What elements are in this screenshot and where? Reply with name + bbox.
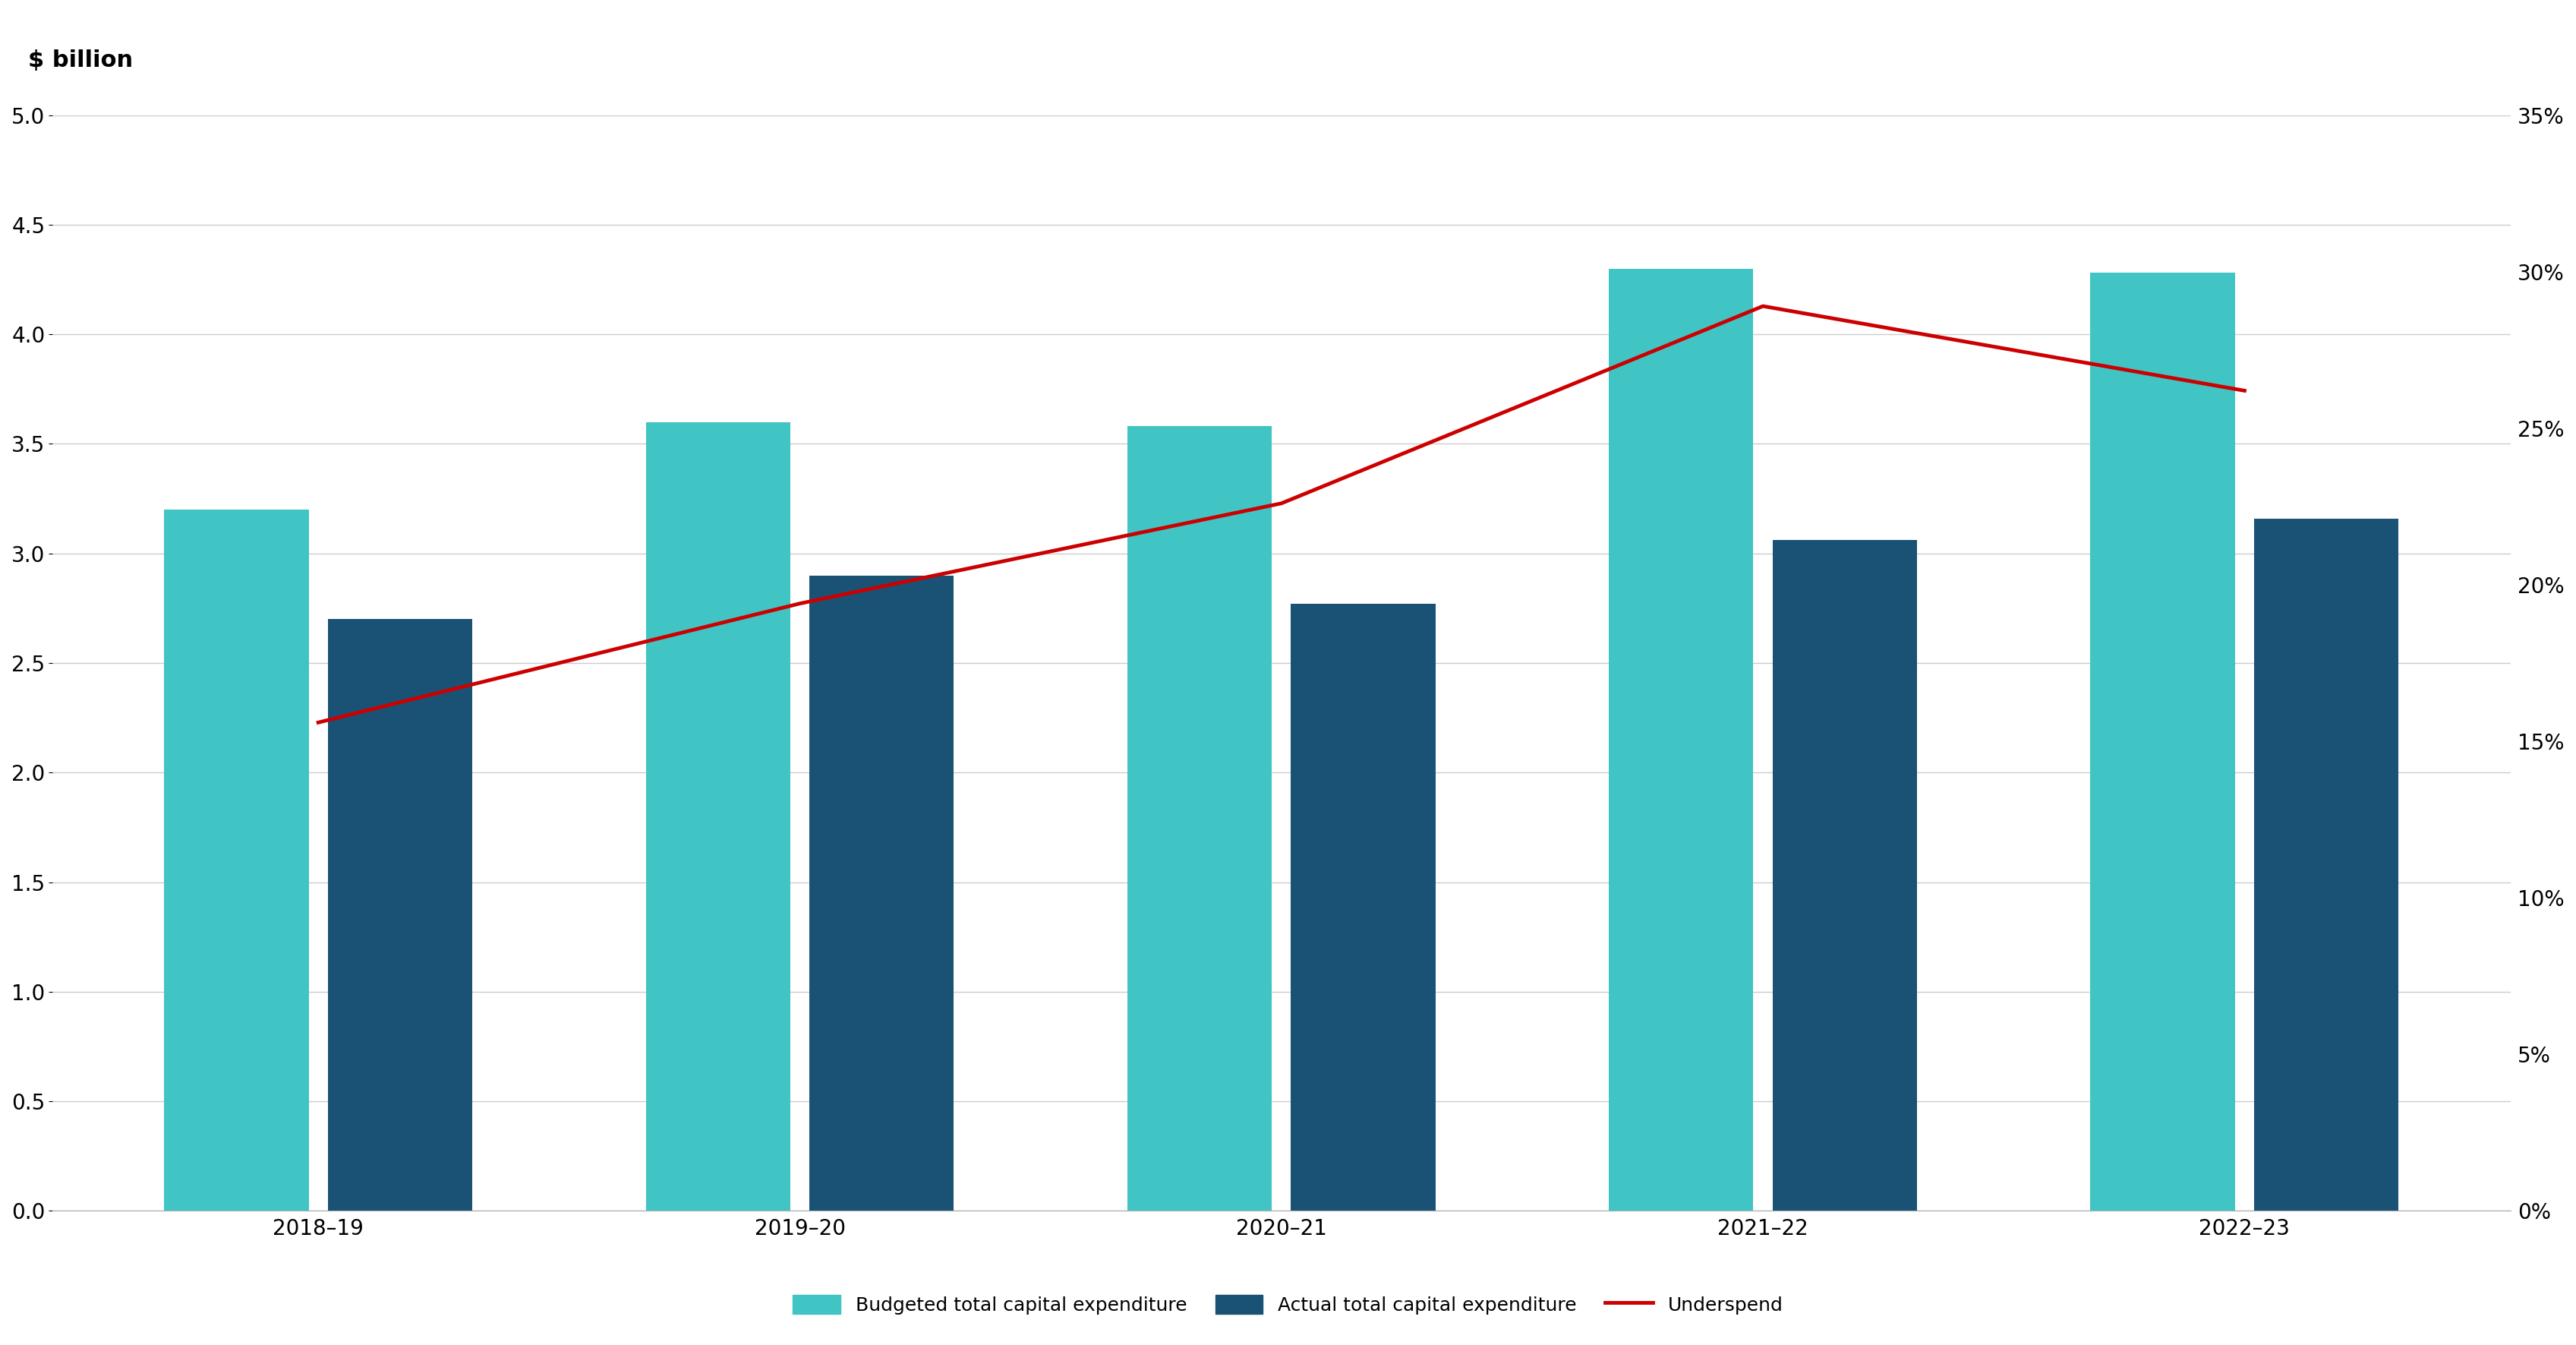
Bar: [1128, 426, 1273, 1211]
Bar: [647, 422, 791, 1211]
Text: $ billion: $ billion: [28, 50, 134, 71]
Legend: Budgeted total capital expenditure, Actual total capital expenditure, Underspend: Budgeted total capital expenditure, Actu…: [786, 1287, 1790, 1322]
Bar: [1291, 604, 1435, 1211]
Bar: [2254, 518, 2398, 1211]
Bar: [1772, 541, 1917, 1211]
Bar: [327, 619, 471, 1211]
Bar: [2092, 273, 2236, 1211]
Bar: [165, 510, 309, 1211]
Bar: [809, 576, 953, 1211]
Bar: [1610, 269, 1754, 1210]
